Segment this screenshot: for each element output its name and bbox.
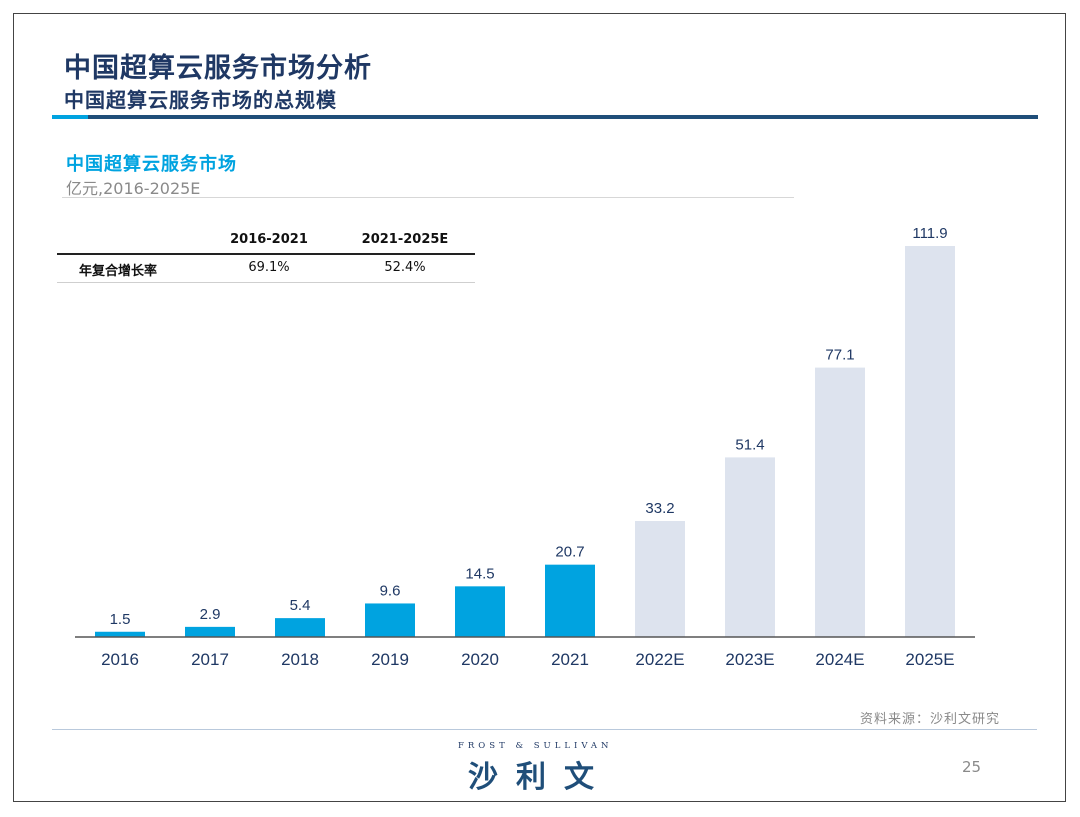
data-label-2021: 20.7 (555, 544, 584, 561)
data-label-2025E: 111.9 (912, 225, 947, 242)
bar-2016 (95, 631, 145, 637)
bar-2019 (365, 603, 415, 637)
x-tick-2021: 2021 (551, 650, 589, 669)
x-tick-2023E: 2023E (725, 650, 774, 669)
slide-frame (13, 13, 1066, 802)
data-label-2023E: 51.4 (735, 436, 764, 453)
x-tick-2017: 2017 (191, 650, 229, 669)
cagr-period-1: 2016-2021 (230, 232, 308, 247)
data-label-2018: 5.4 (290, 597, 311, 614)
bar-2023E (725, 457, 775, 637)
chart-title: 中国超算云服务市场 (66, 154, 237, 175)
chart-unit: 亿元,2016-2025E (66, 179, 201, 198)
data-label-2020: 14.5 (465, 565, 494, 582)
source-note: 资料来源：沙利文研究 (860, 712, 1001, 727)
bar-2017 (185, 626, 235, 637)
cagr-table-top-rule (57, 253, 475, 255)
cagr-table-bottom-rule (57, 282, 475, 283)
bar-2020 (455, 586, 505, 637)
x-tick-2020: 2020 (461, 650, 499, 669)
x-tick-2018: 2018 (281, 650, 319, 669)
chart-header-divider (62, 197, 794, 198)
footer-divider (52, 729, 1037, 730)
cagr-row-label: 年复合增长率 (79, 264, 158, 279)
bar-2024E (815, 367, 865, 637)
data-label-2017: 2.9 (200, 606, 221, 623)
bar-2025E (905, 246, 955, 637)
cagr-period-2: 2021-2025E (361, 232, 449, 247)
data-label-2024E: 77.1 (825, 347, 854, 364)
x-tick-2022E: 2022E (635, 650, 684, 669)
bar-2021 (545, 564, 595, 637)
x-tick-2024E: 2024E (815, 650, 864, 669)
data-label-2022E: 33.2 (645, 500, 674, 517)
data-label-2016: 1.5 (110, 611, 131, 628)
cagr-value-2: 52.4% (384, 260, 426, 275)
page-title: 中国超算云服务市场分析 (64, 53, 372, 84)
logo-english: FROST & SULLIVAN (458, 741, 613, 751)
x-tick-2025E: 2025E (905, 650, 954, 669)
header-divider-accent (52, 115, 88, 119)
logo-chinese: 沙利文 (468, 760, 612, 795)
x-tick-2016: 2016 (101, 650, 139, 669)
header-divider (88, 115, 1038, 119)
page-subtitle: 中国超算云服务市场的总规模 (64, 88, 337, 112)
data-label-2019: 9.6 (380, 582, 401, 599)
cagr-value-1: 69.1% (248, 260, 290, 275)
bar-2022E (635, 520, 685, 637)
page-number: 25 (962, 758, 982, 776)
x-tick-2019: 2019 (371, 650, 409, 669)
bar-2018 (275, 618, 325, 637)
